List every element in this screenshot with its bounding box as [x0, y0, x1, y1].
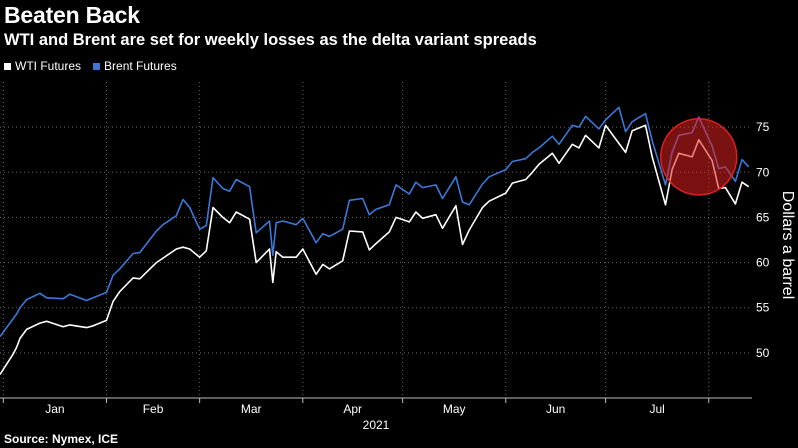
y-tick-label: 60 [756, 256, 770, 270]
x-tick-label: Mar [241, 402, 262, 416]
x-tick-label: Jun [546, 402, 565, 416]
x-tick-label: Jul [649, 402, 664, 416]
legend: WTI Futures Brent Futures [4, 59, 177, 73]
y-tick-label: 75 [756, 120, 770, 134]
x-tick-label: Jan [45, 402, 64, 416]
grid-lines [0, 82, 752, 398]
legend-swatch-brent [93, 62, 101, 70]
highlight-circle [660, 118, 738, 196]
y-tick-label: 55 [756, 301, 770, 315]
axes: 50 55 60 65 70 75 Jan Feb Mar Apr May Jun Jul [0, 120, 770, 416]
y-tick-label: 65 [756, 210, 770, 224]
highlight-layer [660, 118, 738, 196]
series-line-brent [0, 106, 750, 338]
y-axis-label: Dollars a barrel [779, 191, 796, 299]
x-axis-label: 2021 [363, 418, 390, 432]
source-note: Source: Nymex, ICE [4, 432, 119, 446]
legend-item-brent: Brent Futures [93, 59, 177, 73]
legend-swatch-wti [4, 62, 11, 70]
x-tick-label: Feb [143, 402, 164, 416]
x-tick-label: Apr [343, 402, 362, 416]
chart-title: Beaten Back [4, 2, 140, 28]
legend-item-wti: WTI Futures [4, 59, 81, 73]
legend-label-brent: Brent Futures [104, 59, 177, 73]
y-tick-label: 70 [756, 165, 770, 179]
x-tick-label: May [443, 402, 466, 416]
y-tick-label: 50 [756, 346, 770, 360]
series-line-wti [0, 124, 750, 375]
legend-label-wti: WTI Futures [15, 59, 82, 73]
series-lines [0, 106, 750, 375]
chart-subtitle: WTI and Brent are set for weekly losses … [4, 31, 537, 49]
